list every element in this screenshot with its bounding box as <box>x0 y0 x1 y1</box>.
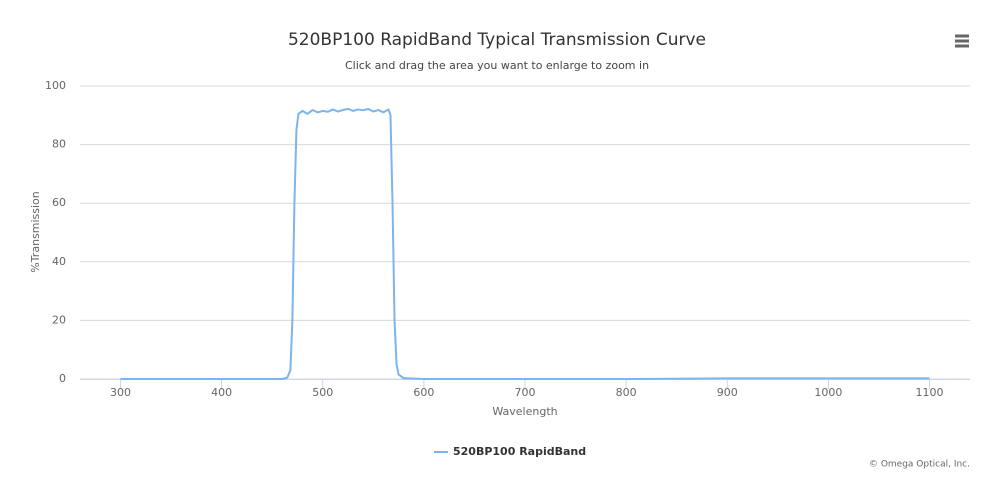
y-tick-label: 60 <box>52 196 66 209</box>
y-axis-title: %Transmission <box>29 191 42 273</box>
y-tick-label: 0 <box>59 372 66 385</box>
y-tick-label: 100 <box>45 79 66 92</box>
x-tick-label: 700 <box>515 386 536 399</box>
x-axis-title: Wavelength <box>492 405 557 418</box>
y-tick-label: 40 <box>52 255 66 268</box>
chart-title: 520BP100 RapidBand Typical Transmission … <box>288 30 706 50</box>
menu-button[interactable] <box>952 30 972 50</box>
series-line <box>120 107 930 380</box>
y-tick-label: 20 <box>52 313 66 326</box>
x-tick-label: 1100 <box>916 386 944 399</box>
x-tick-label: 600 <box>413 386 434 399</box>
x-tick-label: 300 <box>110 386 131 399</box>
x-tick-label: 400 <box>211 386 232 399</box>
credits: © Omega Optical, Inc. <box>869 460 970 470</box>
y-tick-label: 80 <box>52 138 66 151</box>
legend-label: 520BP100 RapidBand <box>453 445 586 458</box>
x-tick-label: 900 <box>717 386 738 399</box>
chart-subtitle: Click and drag the area you want to enla… <box>345 59 649 72</box>
x-tick-label: 500 <box>312 386 333 399</box>
x-tick-label: 800 <box>616 386 637 399</box>
x-tick-label: 1000 <box>814 386 842 399</box>
